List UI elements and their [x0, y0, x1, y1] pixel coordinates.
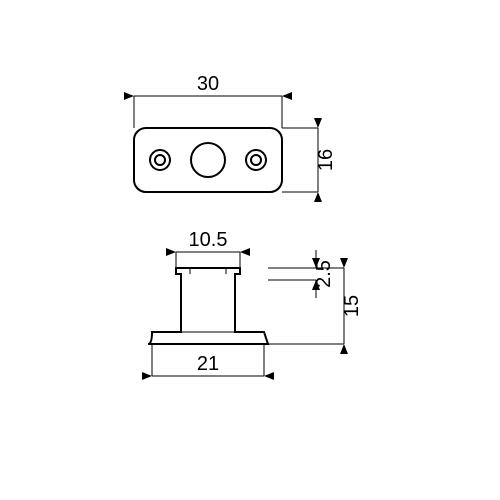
countersink — [246, 150, 266, 170]
top-plate — [134, 128, 282, 192]
dim-10-5: 10.5 — [189, 229, 228, 251]
center-bore — [191, 143, 225, 177]
side-profile — [148, 268, 268, 344]
dim-16: 16 — [315, 149, 337, 171]
screw-hole — [155, 155, 165, 165]
dim-15: 15 — [341, 295, 363, 317]
dim-30: 30 — [197, 73, 219, 95]
dim-2-5: 2.5 — [313, 260, 335, 288]
dim-21: 21 — [197, 353, 219, 375]
countersink — [150, 150, 170, 170]
screw-hole — [251, 155, 261, 165]
